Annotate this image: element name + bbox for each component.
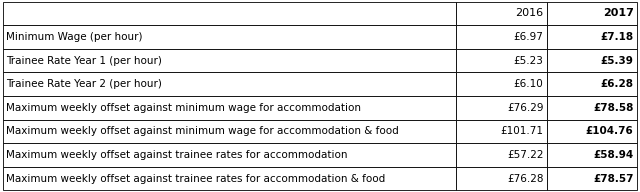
Text: Minimum Wage (per hour): Minimum Wage (per hour) — [6, 32, 143, 42]
Bar — [547, 167, 637, 190]
Text: Trainee Rate Year 2 (per hour): Trainee Rate Year 2 (per hour) — [6, 79, 163, 89]
Text: £57.22: £57.22 — [507, 150, 543, 160]
Bar — [456, 49, 547, 72]
Text: £104.76: £104.76 — [586, 126, 634, 137]
Bar — [456, 72, 547, 96]
Bar — [3, 49, 456, 72]
Text: 2016: 2016 — [515, 8, 543, 18]
Bar — [3, 2, 456, 25]
Text: £7.18: £7.18 — [600, 32, 634, 42]
Text: Maximum weekly offset against trainee rates for accommodation & food: Maximum weekly offset against trainee ra… — [6, 174, 386, 184]
Bar — [547, 72, 637, 96]
Bar — [456, 2, 547, 25]
Text: £5.23: £5.23 — [513, 55, 543, 66]
Text: £101.71: £101.71 — [500, 126, 543, 137]
Bar — [456, 167, 547, 190]
Bar — [547, 2, 637, 25]
Bar — [456, 25, 547, 49]
Bar — [3, 25, 456, 49]
Text: £58.94: £58.94 — [593, 150, 634, 160]
Text: £5.39: £5.39 — [601, 55, 634, 66]
Bar — [3, 96, 456, 120]
Bar — [547, 49, 637, 72]
Text: £76.29: £76.29 — [507, 103, 543, 113]
Text: £76.28: £76.28 — [507, 174, 543, 184]
Text: £6.10: £6.10 — [514, 79, 543, 89]
Bar — [456, 96, 547, 120]
Bar — [3, 120, 456, 143]
Bar — [456, 143, 547, 167]
Text: Maximum weekly offset against minimum wage for accommodation: Maximum weekly offset against minimum wa… — [6, 103, 362, 113]
Text: £6.97: £6.97 — [513, 32, 543, 42]
Text: Maximum weekly offset against minimum wage for accommodation & food: Maximum weekly offset against minimum wa… — [6, 126, 399, 137]
Text: Maximum weekly offset against trainee rates for accommodation: Maximum weekly offset against trainee ra… — [6, 150, 348, 160]
Bar — [547, 25, 637, 49]
Text: Trainee Rate Year 1 (per hour): Trainee Rate Year 1 (per hour) — [6, 55, 163, 66]
Bar — [3, 143, 456, 167]
Text: £6.28: £6.28 — [600, 79, 634, 89]
Bar — [547, 120, 637, 143]
Bar — [547, 143, 637, 167]
Text: 2017: 2017 — [603, 8, 634, 18]
Text: £78.58: £78.58 — [593, 103, 634, 113]
Bar — [456, 120, 547, 143]
Bar — [3, 167, 456, 190]
Text: £78.57: £78.57 — [593, 174, 634, 184]
Bar — [547, 96, 637, 120]
Bar — [3, 72, 456, 96]
